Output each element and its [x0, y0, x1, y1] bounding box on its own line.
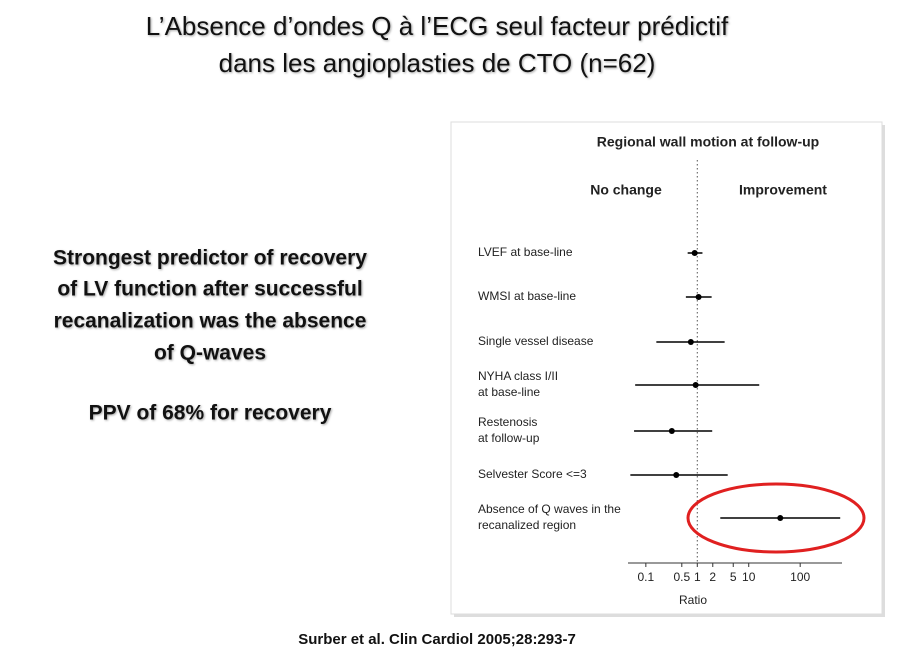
x-tick-label: 5 — [730, 570, 737, 584]
highlight-ellipse — [686, 482, 866, 554]
point-estimate — [691, 250, 698, 256]
chart-title: Regional wall motion at follow-up — [597, 134, 819, 150]
citation: Surber et al. Clin Cardiol 2005;28:293-7 — [298, 631, 576, 648]
row-label: Restenosis at follow-up — [478, 415, 540, 445]
row-label: NYHA class I/II at base-line — [478, 369, 558, 399]
row-label: WMSI at base-line — [478, 289, 576, 303]
ppv-text: PPV of 68% for recovery — [89, 402, 332, 425]
point-estimate — [673, 472, 680, 478]
row-label: Selvester Score <=3 — [478, 467, 587, 481]
x-tick-label: 100 — [790, 570, 810, 584]
x-axis-label: Ratio — [679, 593, 707, 607]
body-text: recanalization was the absence — [54, 310, 367, 333]
body-text: Strongest predictor of recovery — [53, 247, 367, 270]
point-estimate — [687, 339, 694, 345]
body-text: of LV function after successful — [57, 278, 362, 301]
forest-plot: Regional wall motion at follow-up No cha… — [478, 134, 866, 607]
point-estimate — [695, 294, 702, 300]
x-tick-label: 0.5 — [673, 570, 690, 584]
point-estimate — [777, 515, 784, 521]
left-label: No change — [590, 182, 662, 198]
right-label: Improvement — [739, 182, 827, 198]
x-tick-label: 2 — [709, 570, 716, 584]
row-label: Absence of Q waves in the recanalized reg… — [478, 502, 621, 532]
x-tick-label: 1 — [694, 570, 701, 584]
title-line: dans les angioplasties de CTO (n=62) — [219, 48, 656, 78]
point-estimate — [668, 428, 675, 434]
chart-panel — [450, 121, 883, 615]
row-label: LVEF at base-line — [478, 245, 573, 259]
x-tick-label: 0.1 — [637, 570, 654, 584]
body-text: of Q-waves — [154, 342, 266, 365]
point-estimate — [692, 382, 699, 388]
title-line: L’Absence d’ondes Q à l’ECG seul facteur… — [146, 11, 729, 41]
row-label: Single vessel disease — [478, 334, 594, 348]
x-tick-label: 10 — [742, 570, 756, 584]
